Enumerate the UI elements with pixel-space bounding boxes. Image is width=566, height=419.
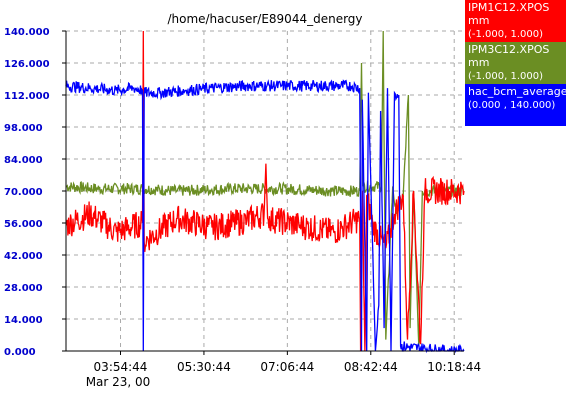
x-tick-label: 03:54:44 — [94, 360, 148, 374]
y-tick-label: 70.000 — [4, 187, 43, 198]
y-tick-label: 126.000 — [4, 59, 50, 70]
legend-entry-hac-bcm-average: hac_bcm_average (0.000 , 140.000) — [465, 84, 566, 126]
x-tick-label: 07:06:44 — [260, 360, 314, 374]
legend-entry-ipm1c12: IPM1C12.XPOS mm (-1.000, 1.000) — [465, 0, 566, 42]
series-line-ipm1c12-xpos — [65, 30, 465, 352]
y-tick-label: 98.000 — [4, 123, 43, 134]
y-tick-label: 140.000 — [4, 27, 50, 38]
y-tick-label: 42.000 — [4, 251, 43, 262]
y-tick-label: 84.000 — [4, 155, 43, 166]
y-tick-label: 112.000 — [4, 91, 50, 102]
legend-series-name: IPM1C12.XPOS — [468, 1, 550, 14]
legend-series-range: (-1.000, 1.000) — [468, 29, 544, 40]
legend-series-range: (0.000 , 140.000) — [468, 100, 556, 111]
legend-series-name: hac_bcm_average — [468, 85, 566, 98]
legend-series-unit: mm — [468, 56, 490, 69]
x-tick-label: 08:42:44 — [344, 360, 398, 374]
series-layer — [65, 30, 465, 354]
y-tick-label: 0.000 — [4, 347, 36, 358]
x-axis-ticks: 03:54:44 05:30:44 07:06:44 08:42:44 10:18:44 — [94, 351, 481, 374]
chart-title: /home/hacuser/E89044_denergy — [167, 12, 362, 26]
y-tick-label: 56.000 — [4, 219, 43, 230]
y-axis-ticks: 0.000 14.000 28.000 42.000 56.000 70.000 84.00… — [4, 27, 66, 358]
legend-series-name: IPM3C12.XPOS — [468, 43, 550, 56]
series-line-hac-bcm-average — [65, 79, 465, 354]
x-tick-label: 05:30:44 — [177, 360, 231, 374]
legend-series-range: (-1.000, 1.000) — [468, 71, 544, 82]
y-tick-label: 14.000 — [4, 315, 43, 326]
x-tick-label: 10:18:44 — [427, 360, 481, 374]
legend-entry-ipm3c12: IPM3C12.XPOS mm (-1.000, 1.000) — [465, 42, 566, 84]
legend-series-unit: mm — [468, 14, 490, 27]
y-tick-label: 28.000 — [4, 283, 43, 294]
x-axis-date-label: Mar 23, 00 — [86, 375, 151, 389]
